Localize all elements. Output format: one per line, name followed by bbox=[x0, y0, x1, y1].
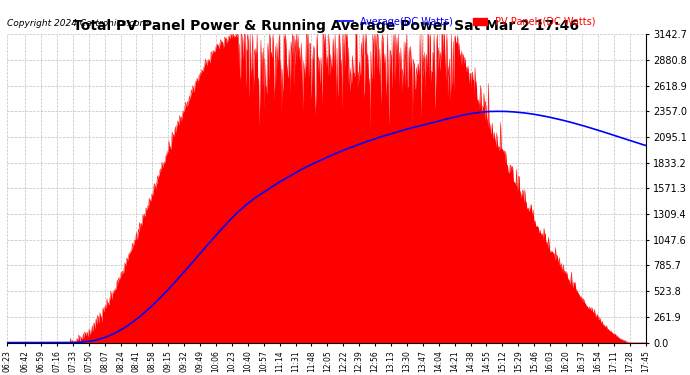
Title: Total PV Panel Power & Running Average Power Sat Mar 2 17:46: Total PV Panel Power & Running Average P… bbox=[73, 19, 580, 33]
Legend: Average(DC Watts), PV Panels(DC Watts): Average(DC Watts), PV Panels(DC Watts) bbox=[334, 13, 600, 30]
Text: Copyright 2024 Cartronics.com: Copyright 2024 Cartronics.com bbox=[8, 19, 148, 28]
